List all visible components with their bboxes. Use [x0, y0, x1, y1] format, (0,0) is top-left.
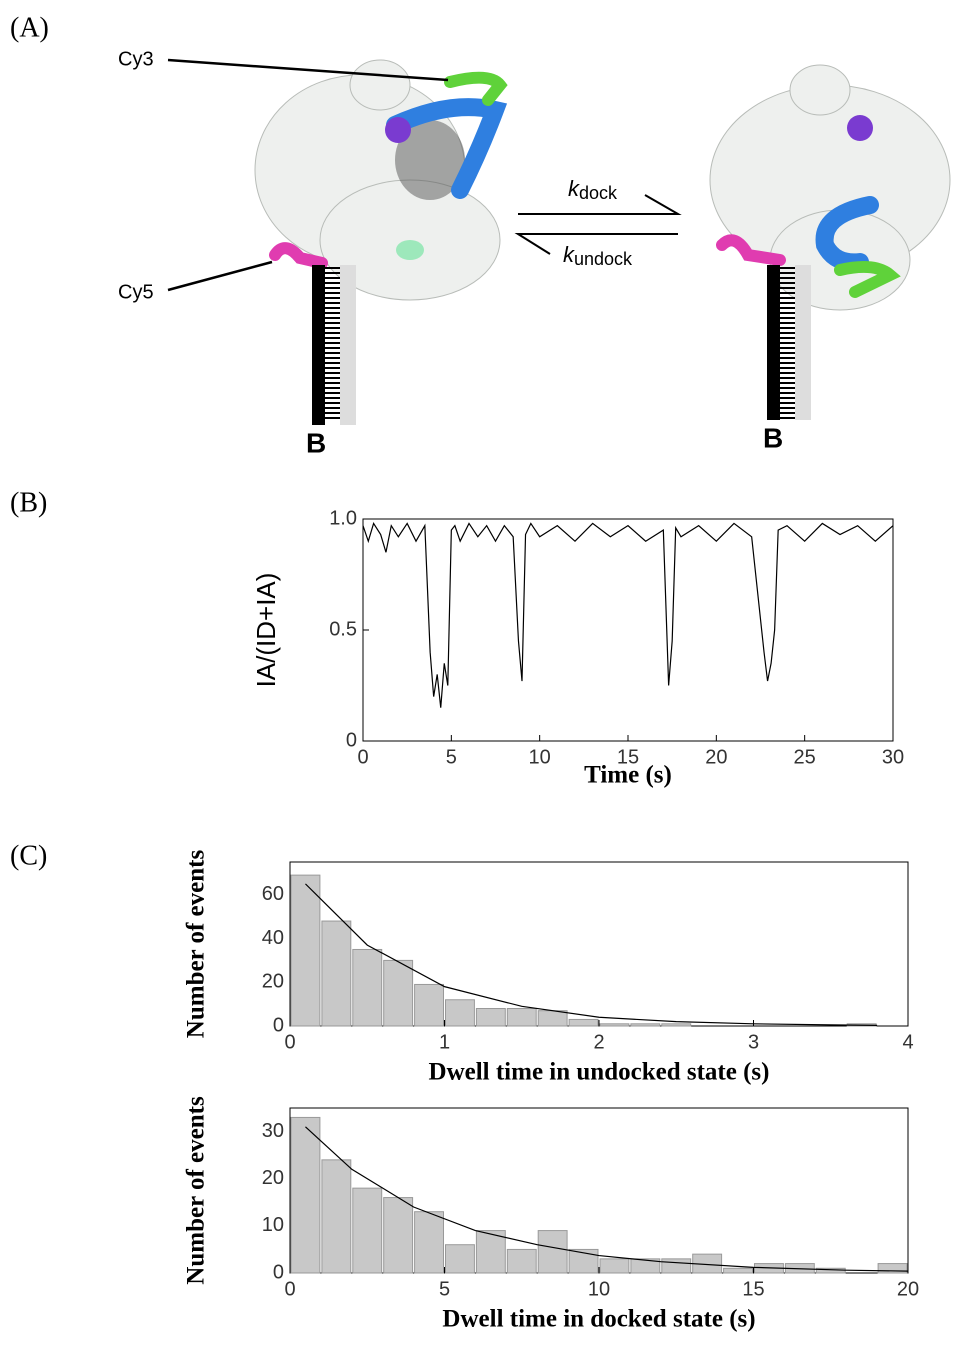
- histogram-bar: [537, 1010, 568, 1027]
- y-axis-label: Number of events: [183, 850, 210, 1039]
- label-biotin: B: [763, 422, 783, 453]
- y-tick-label: 0.5: [329, 618, 357, 640]
- y-tick-label: 0: [346, 729, 357, 751]
- y-axis-label: Number of events: [183, 1096, 210, 1285]
- histogram-bar: [599, 1258, 630, 1274]
- histogram-bar: [475, 1230, 506, 1274]
- histogram-bar: [661, 1258, 692, 1274]
- x-tick-label: 25: [794, 746, 816, 768]
- y-tick-label: 1.0: [329, 507, 357, 529]
- x-tick-label: 10: [588, 1278, 610, 1300]
- x-tick-label: 2: [593, 1031, 604, 1053]
- y-tick-label: 0: [273, 1261, 284, 1283]
- x-axis-label: Time (s): [584, 762, 672, 789]
- molecule-undocked: [167, 58, 508, 425]
- histogram-bar: [506, 1008, 537, 1027]
- histogram-bar: [445, 1244, 475, 1274]
- histogram-bar: [321, 920, 352, 1027]
- rate-label: kdock: [568, 176, 618, 203]
- histogram-bar: [568, 1018, 599, 1027]
- histogram-bar: [352, 1187, 383, 1274]
- plot-frame: [362, 518, 894, 742]
- x-tick-label: 1: [439, 1031, 450, 1053]
- plot-frame: [289, 861, 909, 1027]
- molecule-docked: [709, 64, 951, 420]
- histogram-bar: [414, 983, 445, 1027]
- histogram-bar: [723, 1267, 753, 1274]
- histogram-bar: [630, 1023, 661, 1027]
- equilibrium-arrows: [514, 194, 682, 255]
- histogram-bar: [537, 1230, 568, 1274]
- y-tick-label: 40: [262, 927, 284, 949]
- fit-curve: [305, 1126, 909, 1272]
- trace: [362, 522, 894, 708]
- histogram-bar: [599, 1023, 630, 1027]
- x-tick-label: 5: [446, 746, 457, 768]
- panel-label: (C): [10, 840, 47, 871]
- histogram-bar: [290, 1116, 321, 1274]
- histogram-bar: [321, 1159, 352, 1274]
- x-tick-label: 15: [617, 746, 639, 768]
- histogram-bar: [290, 874, 321, 1027]
- histogram-bar: [383, 1197, 414, 1274]
- x-tick-label: 3: [748, 1031, 759, 1053]
- y-tick-label: 20: [262, 1167, 284, 1189]
- plot-frame: [289, 1107, 909, 1274]
- x-tick-label: 0: [284, 1278, 295, 1300]
- x-tick-label: 5: [439, 1278, 450, 1300]
- x-tick-label: 30: [882, 746, 904, 768]
- y-tick-label: 60: [262, 883, 284, 905]
- rate-label: kundock: [563, 242, 633, 269]
- rate-subscript: dock: [579, 183, 618, 203]
- x-axis-label: Dwell time in docked state (s): [442, 1306, 755, 1333]
- panel-label: (B): [10, 487, 47, 518]
- x-tick-label: 20: [705, 746, 727, 768]
- panel-label: (A): [10, 12, 49, 43]
- label-cy5: Cy5: [118, 281, 154, 303]
- x-axis-label: Dwell time in undocked state (s): [429, 1059, 770, 1086]
- fit-curve: [305, 883, 878, 1026]
- label-cy3: Cy3: [118, 48, 154, 70]
- histogram-bar: [352, 948, 383, 1027]
- y-tick-label: 10: [262, 1214, 284, 1236]
- x-tick-label: 10: [529, 746, 551, 768]
- rate-subscript: undock: [574, 249, 633, 269]
- histogram-bar: [506, 1248, 537, 1274]
- histogram-bar: [630, 1258, 661, 1274]
- histogram-bar: [475, 1008, 506, 1027]
- histogram-bar: [568, 1248, 599, 1274]
- histogram-bar: [445, 999, 475, 1027]
- y-tick-label: 20: [262, 971, 284, 993]
- label-biotin: B: [306, 427, 326, 458]
- x-tick-label: 0: [284, 1031, 295, 1053]
- histogram-bar: [383, 959, 414, 1027]
- rate-symbol: k: [568, 176, 580, 201]
- x-tick-label: 15: [742, 1278, 764, 1300]
- rate-symbol: k: [563, 242, 575, 267]
- y-tick-label: 0: [273, 1014, 284, 1036]
- y-tick-label: 30: [262, 1120, 284, 1142]
- x-tick-label: 20: [897, 1278, 919, 1300]
- x-tick-label: 0: [357, 746, 368, 768]
- y-axis-label: IA/(ID+IA): [251, 573, 281, 688]
- x-tick-label: 4: [902, 1031, 913, 1053]
- histogram-bar: [414, 1211, 445, 1274]
- histogram-bar: [877, 1263, 908, 1274]
- histogram-bar: [661, 1023, 692, 1027]
